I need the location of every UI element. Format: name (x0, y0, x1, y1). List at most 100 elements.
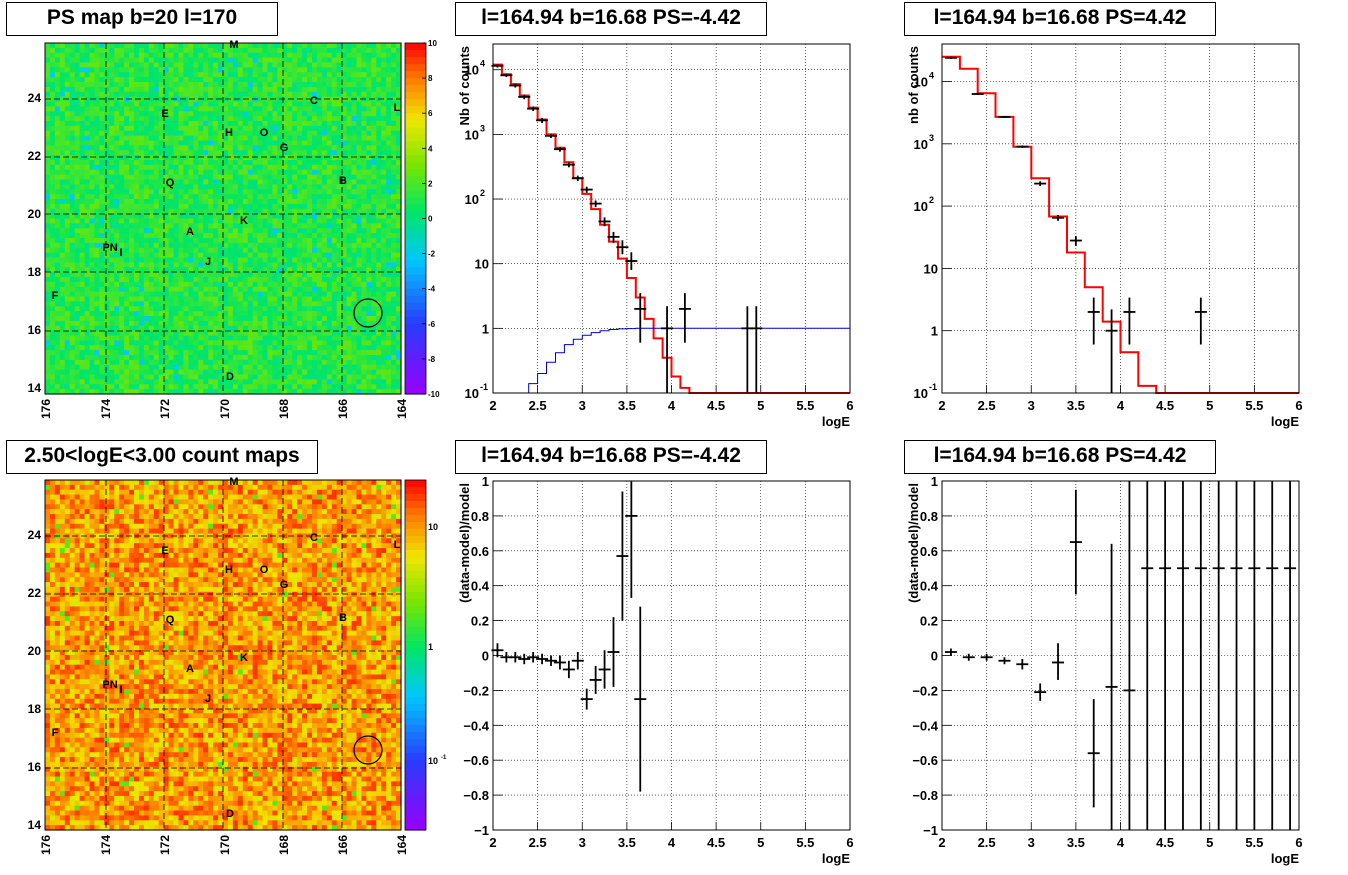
map-pixel (49, 130, 56, 137)
map-pixel (84, 164, 91, 171)
map-pixel (257, 320, 264, 327)
map-pixel (287, 374, 293, 380)
map-pixel (84, 57, 91, 64)
map-pixel (173, 281, 180, 288)
map-pixel (262, 72, 269, 78)
map-pixel (84, 140, 91, 146)
map-pixel (272, 86, 278, 93)
map-pixel (69, 340, 76, 346)
map-pixel (129, 208, 135, 215)
map-pixel (227, 62, 234, 68)
map-pixel (262, 101, 269, 107)
map-pixel (49, 174, 56, 181)
map-pixel (326, 330, 333, 337)
map-pixel (257, 286, 264, 293)
map-pixel (237, 301, 244, 307)
map-pixel (376, 155, 382, 161)
map-pixel (79, 350, 86, 356)
map-pixel (208, 286, 214, 293)
map-pixel (346, 121, 353, 127)
map-pixel (252, 145, 259, 151)
map-pixel (262, 247, 269, 254)
map-pixel (183, 189, 189, 195)
map-pixel (297, 125, 303, 132)
map-pixel (89, 389, 96, 395)
map-pixel (54, 325, 61, 332)
map-pixel (213, 121, 219, 127)
map-pixel (331, 125, 338, 132)
map-pixel (134, 389, 140, 395)
map-pixel (272, 350, 278, 356)
map-pixel (341, 223, 348, 229)
map-pixel (163, 72, 170, 78)
map-pixel (74, 77, 81, 83)
map-pixel (74, 155, 81, 161)
map-pixel (242, 106, 249, 112)
map-pixel (381, 111, 387, 117)
map-pixel (242, 82, 249, 88)
map-pixel (208, 208, 214, 215)
map-pixel (252, 125, 259, 132)
map-pixel (277, 47, 283, 54)
map-pixel (124, 86, 130, 93)
map-pixel (119, 272, 125, 278)
map-pixel (168, 145, 175, 151)
map-pixel (252, 359, 259, 366)
map-pixel (316, 238, 323, 244)
map-pixel (74, 340, 81, 346)
map-pixel (208, 101, 214, 107)
map-pixel (302, 218, 308, 224)
map-pixel (49, 125, 56, 132)
map-pixel (232, 272, 239, 278)
map-pixel (168, 86, 175, 93)
map-pixel (381, 286, 387, 293)
map-pixel (252, 316, 259, 322)
map-pixel (366, 281, 372, 288)
map-pixel (198, 272, 204, 278)
map-pixel (69, 130, 76, 137)
map-pixel (376, 350, 382, 356)
map-pixel (307, 155, 313, 161)
map-pixel (247, 47, 254, 54)
map-pixel (138, 82, 145, 88)
map-pixel (351, 213, 358, 220)
map-pixel (119, 218, 125, 224)
map-pixel (178, 277, 185, 283)
map-pixel (361, 150, 367, 156)
map-pixel (64, 164, 71, 171)
map-pixel (104, 169, 110, 176)
map-pixel (203, 111, 209, 117)
map-pixel (287, 301, 293, 307)
map-pixel (79, 179, 86, 185)
map-pixel (69, 101, 76, 107)
map-pixel (89, 350, 96, 356)
map-pixel (307, 86, 313, 93)
map-pixel (109, 379, 115, 385)
map-pixel (232, 125, 239, 132)
map-pixel (104, 335, 110, 341)
map-pixel (129, 389, 135, 395)
map-pixel (326, 306, 333, 312)
map-pixel (124, 106, 130, 112)
map-pixel (213, 150, 219, 156)
map-pixel (94, 340, 100, 346)
map-pixel (218, 140, 224, 146)
map-pixel (346, 125, 353, 132)
map-pixel (89, 43, 96, 49)
map-pixel (326, 272, 333, 278)
map-pixel (272, 47, 278, 54)
map-pixel (341, 350, 348, 356)
map-pixel (104, 86, 110, 93)
map-pixel (208, 238, 214, 244)
map-pixel (356, 262, 363, 268)
map-pixel (252, 345, 259, 351)
map-pixel (262, 238, 269, 244)
map-pixel (346, 145, 353, 151)
map-pixel (341, 91, 348, 98)
map-pixel (252, 57, 259, 64)
map-pixel (351, 194, 358, 200)
map-pixel (277, 135, 283, 142)
map-pixel (336, 218, 343, 224)
map-pixel (223, 379, 229, 385)
map-pixel (94, 145, 100, 151)
